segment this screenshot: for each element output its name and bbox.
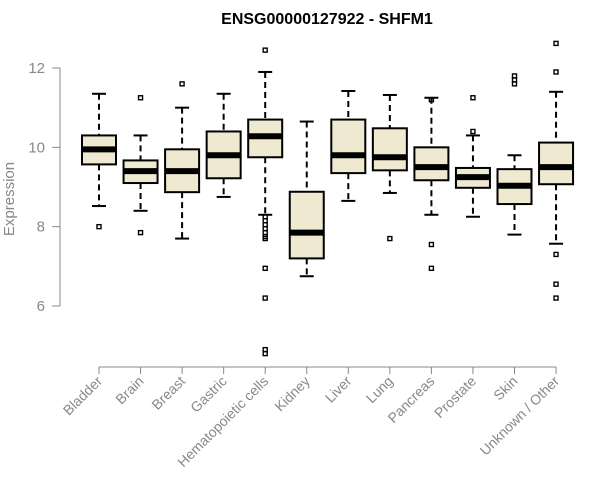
outlier-point-unknown-other-2 (553, 251, 559, 258)
iqr-box-pancreas (413, 146, 450, 182)
iqr-box-kidney (288, 190, 325, 260)
outlier-point-pancreas-0 (428, 97, 435, 103)
outlier-point-hematopoietic-cells-8 (262, 265, 268, 272)
x-tick-label-unknown-other: Unknown / Other (477, 373, 563, 459)
y-tick-label-6: 6 (37, 298, 45, 315)
x-tick-label-skin: Skin (490, 373, 521, 404)
plot-area (81, 40, 575, 357)
outlier-point-pancreas-2 (428, 265, 435, 272)
iqr-box-unknown-other (538, 141, 575, 186)
box-brain (122, 95, 159, 236)
y-axis: 6 8 10 12 (28, 60, 60, 315)
y-tick-label-12: 12 (28, 60, 45, 77)
outlier-point-lung-0 (387, 235, 393, 242)
outlier-point-pancreas-1 (428, 241, 435, 248)
iqr-box-lung (371, 127, 408, 172)
outlier-point-unknown-other-1 (553, 69, 559, 75)
outlier-point-bladder-0 (96, 223, 102, 230)
outlier-point-unknown-other-3 (553, 281, 559, 287)
outlier-point-unknown-other-4 (553, 295, 559, 301)
outlier-point-hematopoietic-cells-0 (262, 47, 268, 53)
outlier-point-hematopoietic-cells-11 (262, 350, 268, 357)
chart-title: ENSG00000127922 - SHFM1 (221, 11, 433, 28)
box-unknown-other (538, 40, 575, 301)
box-liver (330, 90, 367, 202)
outlier-point-breast-0 (179, 81, 185, 87)
box-breast (164, 81, 201, 240)
outlier-point-brain-0 (137, 95, 144, 101)
x-tick-label-bladder: Bladder (60, 373, 106, 419)
box-skin (496, 73, 533, 236)
box-kidney (288, 120, 325, 278)
x-tick-label-lung: Lung (363, 373, 396, 406)
y-tick-label-8: 8 (37, 219, 45, 236)
y-axis-label: Expression (1, 162, 18, 236)
box-gastric (205, 92, 242, 198)
box-bladder (81, 92, 117, 230)
outlier-point-brain-1 (137, 229, 144, 236)
x-tick-label-prostate: Prostate (431, 373, 479, 421)
x-tick-label-liver: Liver (322, 373, 355, 406)
outlier-point-hematopoietic-cells-7 (262, 235, 268, 242)
y-tick-label-10: 10 (28, 139, 45, 156)
box-hematopoietic-cells (247, 47, 284, 357)
x-tick-label-brain: Brain (112, 373, 146, 407)
box-prostate (454, 95, 491, 218)
outlier-point-skin-2 (511, 81, 518, 87)
outlier-point-hematopoietic-cells-9 (262, 295, 268, 301)
outlier-point-prostate-1 (470, 128, 476, 135)
outlier-point-prostate-0 (470, 95, 476, 101)
outlier-point-unknown-other-0 (553, 40, 559, 47)
box-lung (371, 93, 408, 242)
x-tick-label-breast: Breast (148, 373, 188, 413)
box-pancreas (413, 96, 450, 272)
x-tick-label-kidney: Kidney (271, 373, 313, 415)
iqr-box-liver (330, 118, 367, 175)
